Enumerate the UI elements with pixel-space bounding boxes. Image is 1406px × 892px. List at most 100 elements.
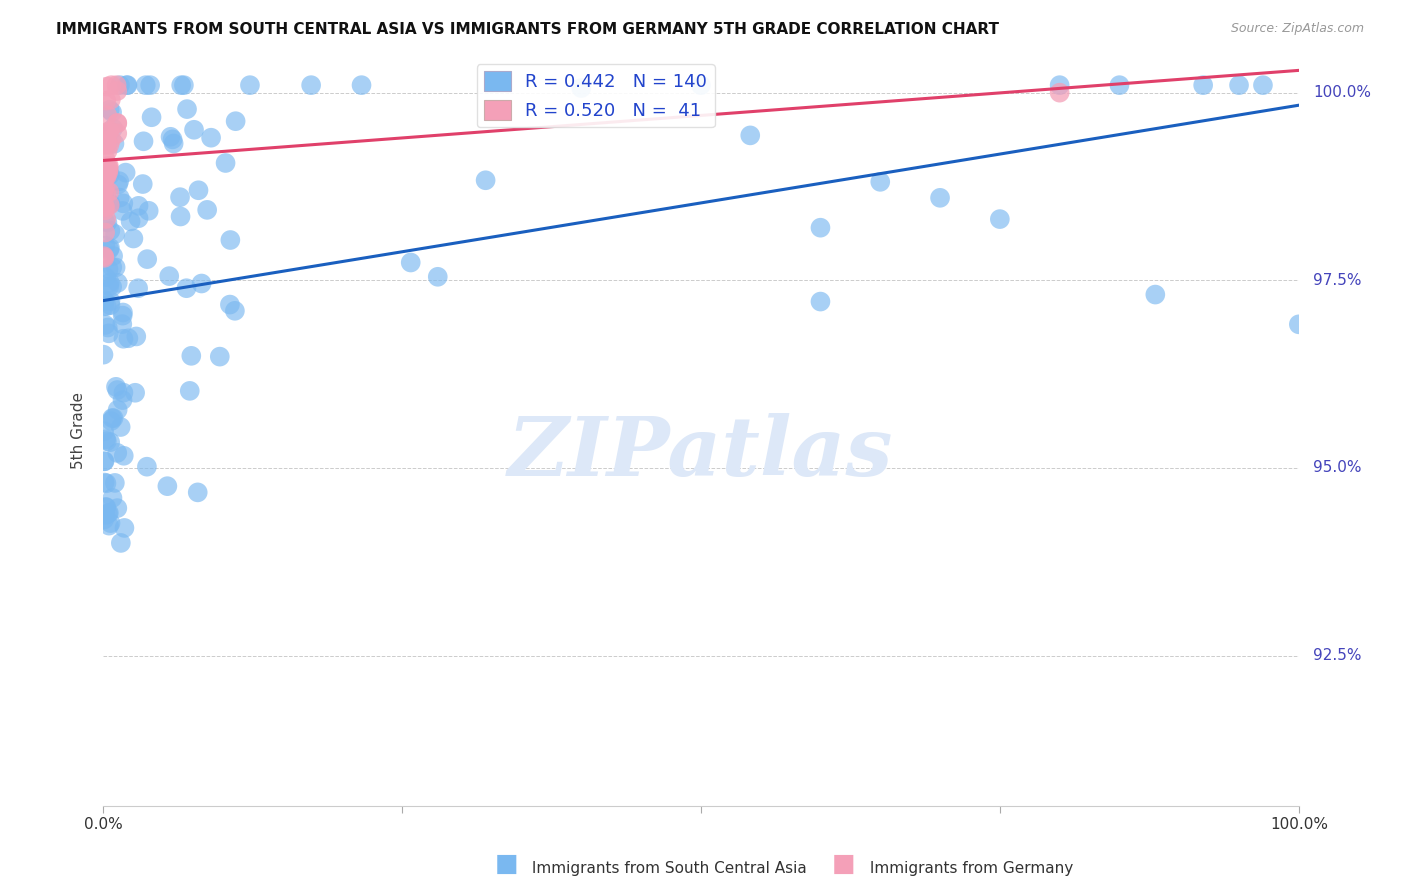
Point — [98, 103, 121, 117]
Point — [689, 78, 711, 92]
Point — [94, 500, 117, 514]
Point — [93, 127, 115, 141]
Point — [350, 78, 373, 92]
Point — [105, 501, 128, 516]
Point — [1192, 78, 1215, 92]
Point — [97, 160, 120, 174]
Point — [96, 434, 118, 449]
Point — [98, 198, 121, 212]
Point — [101, 260, 124, 275]
Point — [125, 329, 148, 343]
Point — [93, 294, 115, 309]
Text: Immigrants from South Central Asia: Immigrants from South Central Asia — [527, 861, 807, 876]
Point — [98, 124, 121, 138]
Point — [98, 276, 121, 290]
Point — [173, 78, 195, 92]
Point — [1251, 78, 1274, 92]
Point — [96, 476, 118, 491]
Point — [127, 281, 149, 295]
Point — [225, 114, 247, 128]
Point — [112, 332, 135, 346]
Point — [105, 116, 128, 130]
Point — [110, 420, 132, 434]
Point — [93, 251, 115, 265]
Point — [426, 269, 449, 284]
Point — [101, 249, 124, 263]
Point — [96, 211, 118, 226]
Point — [101, 121, 124, 136]
Point — [1288, 318, 1310, 332]
Point — [97, 506, 120, 520]
Point — [105, 127, 128, 141]
Point — [740, 128, 762, 143]
Point — [122, 231, 145, 245]
Point — [94, 203, 117, 218]
Point — [97, 159, 120, 173]
Y-axis label: 5th Grade: 5th Grade — [72, 392, 86, 469]
Point — [94, 318, 117, 332]
Point — [104, 260, 127, 275]
Legend: R = 0.442   N = 140, R = 0.520   N =  41: R = 0.442 N = 140, R = 0.520 N = 41 — [477, 64, 714, 128]
Point — [114, 166, 136, 180]
Point — [97, 326, 120, 341]
Point — [1144, 287, 1167, 301]
Point — [107, 178, 129, 192]
Point — [93, 293, 115, 307]
Point — [93, 188, 115, 202]
Point — [135, 78, 157, 92]
Text: 92.5%: 92.5% — [1313, 648, 1361, 663]
Point — [104, 380, 127, 394]
Point — [101, 280, 124, 294]
Point — [97, 507, 120, 521]
Point — [120, 214, 142, 228]
Point — [105, 446, 128, 460]
Point — [117, 331, 139, 345]
Point — [104, 227, 127, 241]
Text: 100.0%: 100.0% — [1313, 85, 1371, 100]
Point — [128, 211, 150, 226]
Point — [100, 414, 122, 428]
Point — [124, 385, 146, 400]
Point — [98, 137, 121, 152]
Point — [138, 203, 160, 218]
Text: Source: ZipAtlas.com: Source: ZipAtlas.com — [1230, 22, 1364, 36]
Point — [98, 243, 121, 257]
Point — [219, 233, 242, 247]
Point — [569, 81, 592, 95]
Point — [94, 201, 117, 215]
Point — [94, 270, 117, 285]
Point — [179, 384, 201, 398]
Point — [100, 298, 122, 312]
Point — [107, 276, 129, 290]
Point — [94, 153, 117, 167]
Point — [97, 165, 120, 179]
Point — [93, 424, 115, 438]
Point — [163, 136, 186, 151]
Point — [219, 297, 242, 311]
Point — [114, 521, 136, 535]
Point — [110, 536, 132, 550]
Point — [157, 269, 180, 284]
Point — [100, 93, 122, 107]
Point — [96, 299, 118, 313]
Point — [128, 199, 150, 213]
Point — [299, 78, 322, 92]
Point — [100, 516, 122, 530]
Point — [96, 186, 118, 201]
Point — [156, 479, 179, 493]
Point — [929, 191, 952, 205]
Point — [159, 129, 181, 144]
Point — [98, 168, 121, 182]
Point — [195, 202, 218, 217]
Point — [93, 512, 115, 526]
Point — [176, 102, 198, 116]
Point — [94, 238, 117, 252]
Point — [107, 402, 129, 417]
Point — [132, 134, 155, 148]
Text: IMMIGRANTS FROM SOUTH CENTRAL ASIA VS IMMIGRANTS FROM GERMANY 5TH GRADE CORRELAT: IMMIGRANTS FROM SOUTH CENTRAL ASIA VS IM… — [56, 22, 1000, 37]
Point — [187, 485, 209, 500]
Point — [115, 78, 138, 92]
Point — [239, 78, 262, 92]
Point — [93, 454, 115, 468]
Point — [100, 132, 122, 146]
